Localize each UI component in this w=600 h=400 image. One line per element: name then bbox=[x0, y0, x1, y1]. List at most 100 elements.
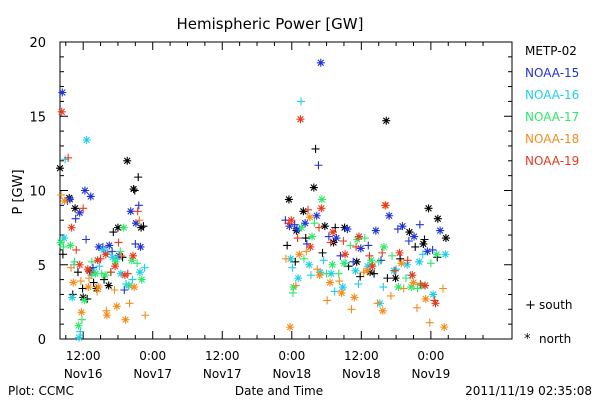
north-point bbox=[101, 271, 110, 280]
south-point bbox=[347, 305, 356, 314]
south-point bbox=[302, 247, 311, 256]
south-point bbox=[78, 284, 87, 293]
north-point bbox=[350, 293, 359, 302]
north-point bbox=[127, 256, 136, 265]
north-point bbox=[137, 223, 146, 232]
north-point bbox=[299, 207, 308, 216]
x-tick-date: Nov18 bbox=[272, 367, 311, 381]
north-point bbox=[409, 278, 418, 287]
x-tick-time: 0:00 bbox=[278, 349, 305, 363]
south-point bbox=[141, 311, 150, 320]
south-point bbox=[412, 303, 421, 312]
north-point bbox=[328, 260, 337, 269]
south-point bbox=[324, 232, 333, 241]
north-point bbox=[403, 260, 412, 269]
x-tick-date: Nov17 bbox=[133, 367, 172, 381]
north-point bbox=[136, 242, 145, 251]
south-point bbox=[82, 235, 91, 244]
north-point bbox=[86, 192, 95, 201]
south-point bbox=[374, 257, 383, 266]
south-point bbox=[293, 234, 302, 243]
south-point bbox=[304, 205, 313, 214]
north-point bbox=[79, 293, 88, 302]
north-point bbox=[121, 315, 130, 324]
north-point bbox=[381, 201, 390, 210]
south-point bbox=[404, 236, 413, 245]
south-point bbox=[310, 219, 319, 228]
south-point bbox=[116, 247, 125, 256]
north-point bbox=[71, 204, 80, 213]
north-point bbox=[104, 281, 113, 290]
south-point bbox=[84, 274, 93, 283]
legend-south-marker: + bbox=[525, 298, 536, 313]
legend-series-label: NOAA-17 bbox=[525, 110, 579, 124]
north-point bbox=[320, 222, 329, 231]
legend-north-label: north bbox=[539, 332, 571, 346]
north-point bbox=[355, 232, 364, 241]
north-point bbox=[312, 211, 321, 220]
north-point bbox=[74, 321, 83, 330]
north-point bbox=[111, 257, 120, 266]
north-point bbox=[286, 323, 295, 332]
north-point bbox=[341, 250, 350, 259]
y-axis-ticks: 0 5 10 15 20 bbox=[29, 36, 512, 348]
south-point bbox=[415, 220, 424, 229]
north-point bbox=[356, 244, 365, 253]
x-tick-time: 12:00 bbox=[66, 349, 101, 363]
south-point bbox=[87, 257, 96, 266]
x-tick-date: Nov16 bbox=[64, 367, 103, 381]
north-point bbox=[84, 283, 93, 292]
south-point bbox=[73, 268, 82, 277]
south-point bbox=[388, 251, 397, 260]
north-point bbox=[379, 242, 388, 251]
south-point bbox=[76, 327, 85, 336]
north-point bbox=[363, 266, 372, 275]
north-point bbox=[289, 283, 298, 292]
south-point bbox=[291, 281, 300, 290]
north-point bbox=[378, 306, 387, 315]
south-point bbox=[301, 234, 310, 243]
north-point bbox=[137, 275, 146, 284]
south-point bbox=[360, 234, 369, 243]
north-point bbox=[112, 302, 121, 311]
north-point bbox=[75, 333, 84, 342]
legend-series-label: NOAA-16 bbox=[525, 88, 579, 102]
north-point bbox=[367, 256, 376, 265]
north-point bbox=[135, 268, 144, 277]
north-point bbox=[94, 242, 103, 251]
north-point bbox=[116, 269, 125, 278]
north-point bbox=[129, 185, 138, 194]
south-point bbox=[133, 207, 142, 216]
south-point bbox=[109, 228, 118, 237]
north-point bbox=[131, 219, 140, 228]
north-point bbox=[382, 116, 391, 125]
series-noaa-19 bbox=[57, 107, 440, 308]
series-metp-02 bbox=[56, 116, 450, 303]
south-point bbox=[428, 245, 437, 254]
south-point bbox=[354, 280, 363, 289]
south-point bbox=[425, 318, 434, 327]
north-point bbox=[297, 223, 306, 232]
north-point bbox=[301, 219, 310, 228]
north-point bbox=[284, 195, 293, 204]
north-point bbox=[123, 156, 132, 165]
x-tick-time: 12:00 bbox=[205, 349, 240, 363]
north-point bbox=[58, 88, 67, 97]
south-point bbox=[365, 251, 374, 260]
north-point bbox=[75, 260, 84, 269]
south-point bbox=[78, 315, 87, 324]
legend-series-label: NOAA-18 bbox=[525, 132, 579, 146]
x-axis-ticks: 12:00 Nov16 0:00 Nov17 12:00 Nov17 0:00 Nov18 12… bbox=[64, 42, 484, 381]
south-point bbox=[114, 238, 123, 247]
north-point bbox=[423, 247, 432, 256]
north-point bbox=[339, 259, 348, 268]
chart-title: Hemispheric Power [GW] bbox=[177, 15, 364, 33]
x-axis-label: Date and Time bbox=[235, 384, 323, 398]
north-point bbox=[130, 283, 139, 292]
north-point bbox=[363, 262, 372, 271]
legend-series-label: METP-02 bbox=[525, 44, 577, 58]
south-point bbox=[79, 204, 88, 213]
north-point bbox=[316, 58, 325, 67]
south-point bbox=[418, 250, 427, 259]
north-point bbox=[421, 281, 430, 290]
